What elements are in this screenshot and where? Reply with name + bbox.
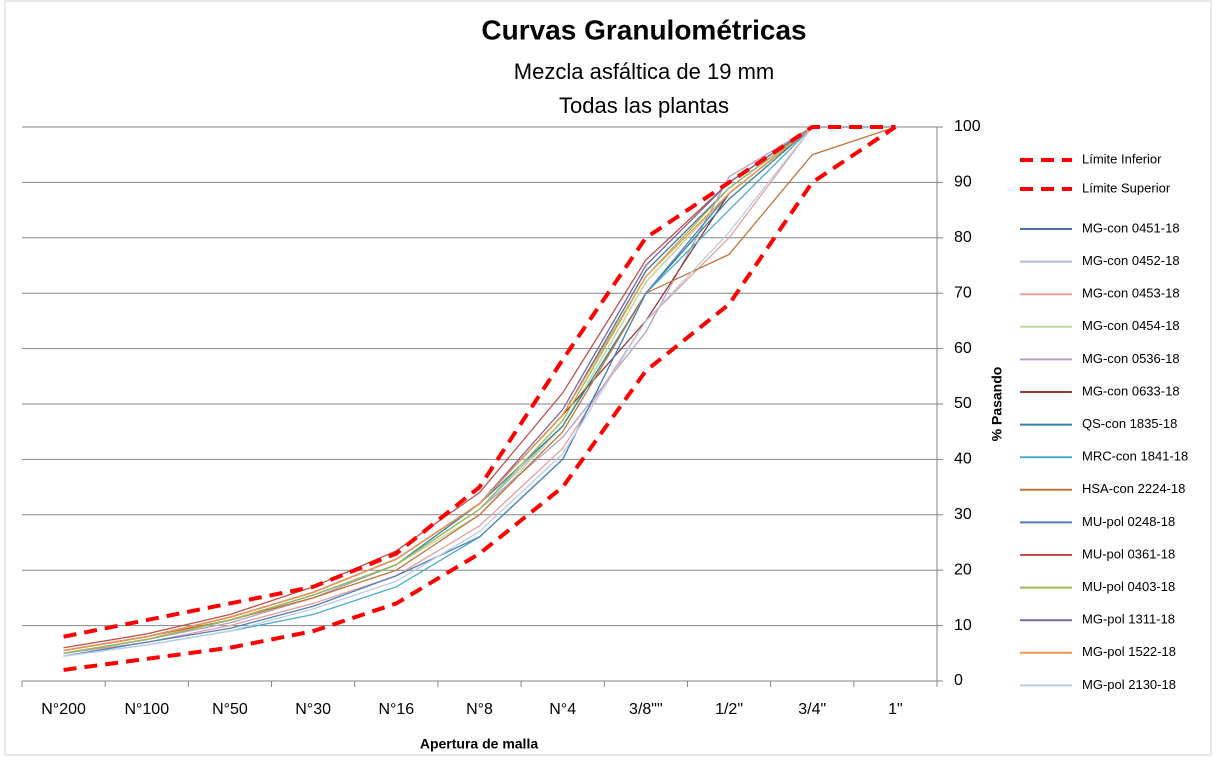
limit-line — [63, 125, 897, 672]
x-tick-label: N°100 — [124, 701, 169, 718]
legend-label: MG-pol 1522-18 — [1082, 644, 1176, 659]
legend-label: MG-con 0536-18 — [1082, 351, 1180, 366]
legend-label: MG-con 0452-18 — [1082, 253, 1180, 268]
legend-label: MRC-con 1841-18 — [1082, 449, 1188, 464]
x-axis-label: Apertura de malla — [420, 736, 538, 752]
x-tick-label: 3/4" — [798, 701, 826, 718]
y-tick-label: 60 — [954, 340, 972, 357]
legend-label: HSA-con 2224-18 — [1082, 481, 1185, 496]
x-tick-label: N°30 — [295, 701, 331, 718]
y-tick-label: 20 — [954, 561, 972, 578]
series-line — [63, 126, 896, 654]
legend-label: MU-pol 0361-18 — [1082, 546, 1175, 561]
legend-label: MG-con 0633-18 — [1082, 383, 1180, 398]
y-tick-label: 40 — [954, 451, 972, 468]
y-tick-label: 10 — [954, 617, 972, 634]
chart-title: Curvas Granulométricas — [481, 14, 806, 45]
y-tick-label: 50 — [954, 395, 972, 412]
x-tick-label: N°200 — [41, 701, 86, 718]
legend-label: MU-pol 0248-18 — [1082, 514, 1175, 529]
legend-label: Límite Superior — [1082, 180, 1171, 195]
series-line — [63, 126, 896, 652]
y-tick-label: 30 — [954, 506, 972, 523]
limit-line — [63, 125, 896, 639]
y-tick-label: 0 — [954, 672, 963, 689]
series-line — [63, 126, 896, 657]
legend-label: MG-con 0454-18 — [1082, 318, 1180, 333]
series-line — [63, 126, 896, 654]
y-tick-label: 90 — [954, 174, 972, 191]
x-tick-label: 1/2" — [715, 701, 743, 718]
x-tick-label: N°4 — [549, 701, 576, 718]
series-line — [63, 126, 896, 652]
legend-label: MU-pol 0403-18 — [1082, 579, 1175, 594]
legend-label: Límite Inferior — [1082, 151, 1162, 166]
legend-label: MG-pol 1311-18 — [1082, 612, 1175, 627]
y-axis-label: % Pasando — [989, 367, 1005, 442]
x-tick-label: 3/8"" — [629, 701, 663, 718]
y-tick-label: 100 — [954, 118, 981, 135]
x-tick-label: N°16 — [378, 701, 414, 718]
y-tick-label: 80 — [954, 229, 972, 246]
x-tick-label: N°8 — [466, 701, 493, 718]
x-tick-label: N°50 — [212, 701, 248, 718]
x-tick-label: 1" — [888, 701, 903, 718]
chart-subtitle: Todas las plantas — [559, 93, 729, 118]
chart-subtitle: Mezcla asfáltica de 19 mm — [514, 59, 774, 84]
legend-label: MG-pol 2130-18 — [1082, 677, 1176, 692]
legend-label: MG-con 0451-18 — [1082, 220, 1180, 235]
y-tick-label: 70 — [954, 284, 972, 301]
legend-label: QS-con 1835-18 — [1082, 416, 1177, 431]
legend-label: MG-con 0453-18 — [1082, 286, 1180, 301]
